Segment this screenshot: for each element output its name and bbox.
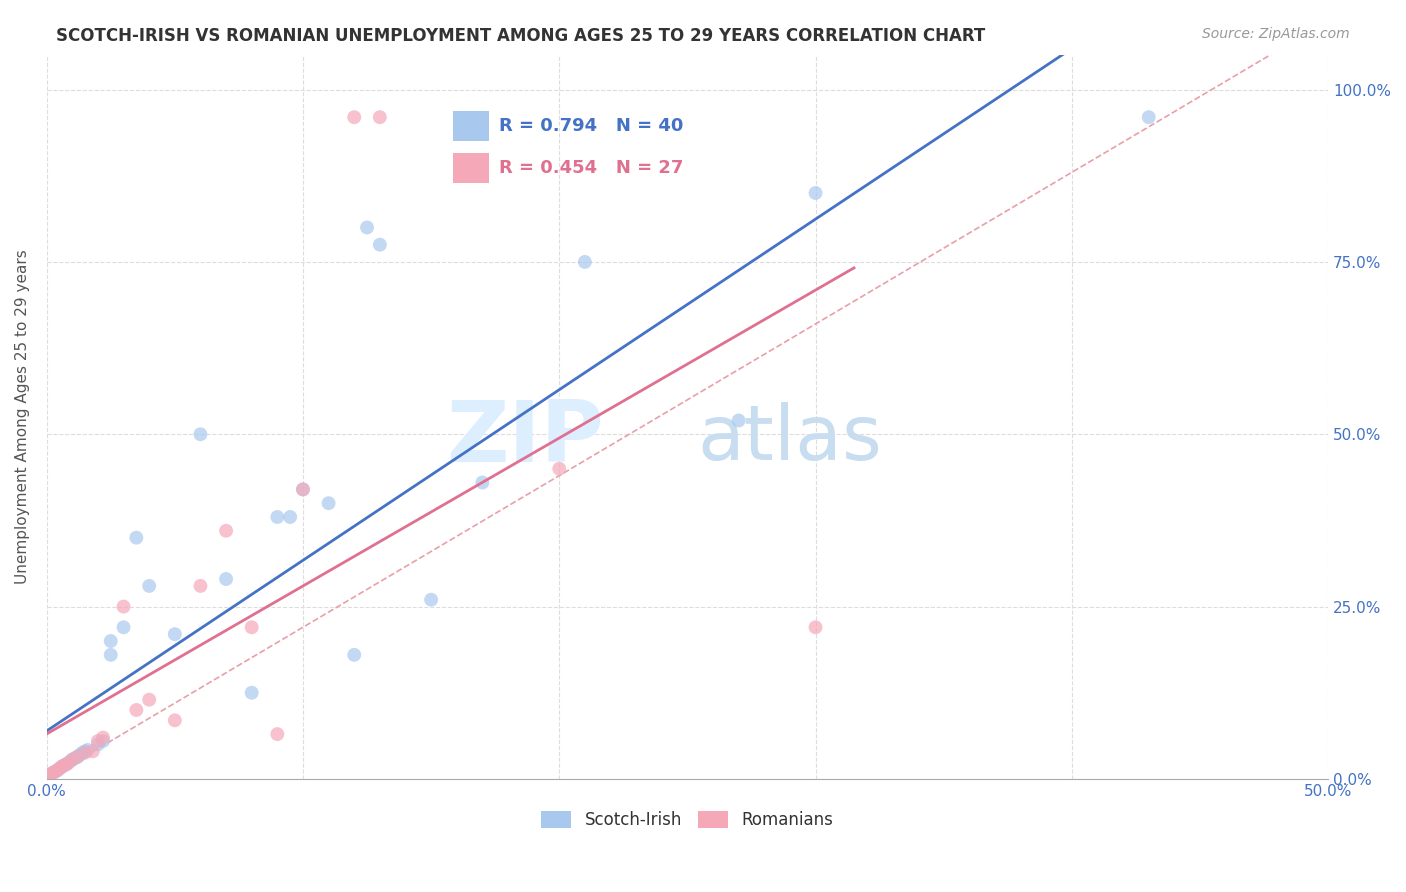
Text: SCOTCH-IRISH VS ROMANIAN UNEMPLOYMENT AMONG AGES 25 TO 29 YEARS CORRELATION CHAR: SCOTCH-IRISH VS ROMANIAN UNEMPLOYMENT AM… <box>56 27 986 45</box>
Legend: Scotch-Irish, Romanians: Scotch-Irish, Romanians <box>534 805 841 836</box>
Point <box>66 749 89 764</box>
Point <box>190 579 212 593</box>
Point <box>82 744 104 758</box>
Point <box>574 255 596 269</box>
Point <box>356 220 378 235</box>
Point <box>66 749 89 764</box>
Point <box>215 572 238 586</box>
Point <box>368 237 391 252</box>
Point <box>63 751 86 765</box>
Point <box>343 648 366 662</box>
Point <box>1137 110 1160 124</box>
Point <box>266 727 288 741</box>
Point <box>125 531 148 545</box>
Text: ZIP: ZIP <box>446 397 605 480</box>
Point <box>44 764 66 779</box>
Point <box>343 110 366 124</box>
Point <box>190 427 212 442</box>
Point <box>291 483 314 497</box>
Point <box>112 620 135 634</box>
Point <box>87 734 110 748</box>
Point <box>60 753 83 767</box>
Point <box>318 496 340 510</box>
Text: atlas: atlas <box>697 401 883 475</box>
Point <box>240 620 263 634</box>
Point <box>87 738 110 752</box>
Text: R = 0.454   N = 27: R = 0.454 N = 27 <box>499 159 683 177</box>
Point <box>91 731 114 745</box>
Point <box>48 762 70 776</box>
Point <box>72 746 94 760</box>
Point <box>471 475 494 490</box>
Point <box>804 620 827 634</box>
Point <box>38 768 60 782</box>
Text: R = 0.794   N = 40: R = 0.794 N = 40 <box>499 117 683 135</box>
Point <box>45 764 67 778</box>
Point <box>44 764 66 779</box>
Point <box>368 110 391 124</box>
Point <box>76 743 98 757</box>
Point <box>163 714 186 728</box>
Point <box>51 759 73 773</box>
FancyBboxPatch shape <box>453 111 489 141</box>
Point <box>91 734 114 748</box>
Point <box>48 762 70 776</box>
Point <box>163 627 186 641</box>
Point <box>56 756 79 771</box>
Point <box>53 758 76 772</box>
Point <box>548 461 571 475</box>
Point <box>138 579 160 593</box>
Point <box>45 764 67 778</box>
Y-axis label: Unemployment Among Ages 25 to 29 years: Unemployment Among Ages 25 to 29 years <box>15 250 30 584</box>
Point <box>59 755 82 769</box>
Point <box>41 766 63 780</box>
Point <box>69 747 91 762</box>
FancyBboxPatch shape <box>453 153 489 183</box>
Point <box>100 634 122 648</box>
Point <box>215 524 238 538</box>
Point <box>125 703 148 717</box>
Point <box>278 510 301 524</box>
Point <box>240 686 263 700</box>
Point <box>51 759 73 773</box>
Point <box>53 758 76 772</box>
Text: Source: ZipAtlas.com: Source: ZipAtlas.com <box>1202 27 1350 41</box>
Point <box>420 592 443 607</box>
Point <box>75 746 97 760</box>
Point <box>38 768 60 782</box>
Point <box>56 756 79 771</box>
Point <box>75 744 97 758</box>
Point <box>291 483 314 497</box>
Point <box>804 186 827 200</box>
Point <box>60 753 83 767</box>
Point <box>138 692 160 706</box>
Point <box>266 510 288 524</box>
Point <box>112 599 135 614</box>
Point <box>100 648 122 662</box>
Point <box>727 413 749 427</box>
Point <box>41 766 63 780</box>
